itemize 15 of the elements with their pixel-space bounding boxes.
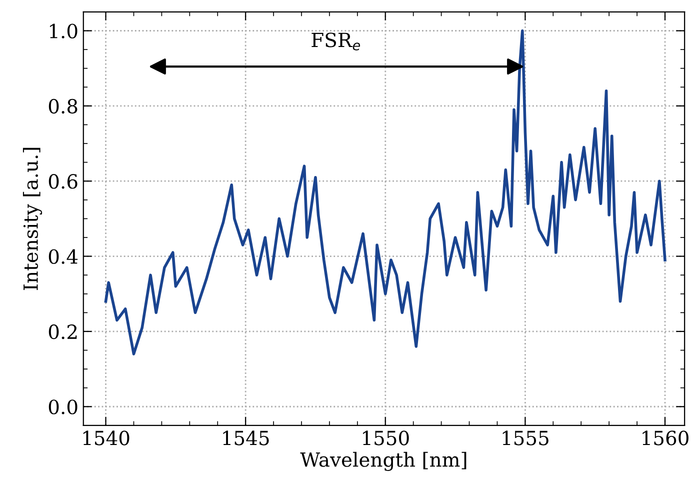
y-tick-label: 1.0 [50,24,78,38]
x-tick-label: 1545 [223,430,269,446]
y-tick-label: 0.2 [48,324,77,340]
y-tick-label: 0.6 [48,174,78,189]
y-tick-label: 0.8 [48,98,78,114]
x-tick-label: 1555 [502,430,548,446]
x-tick-label: 1560 [642,430,688,446]
line-series [104,29,666,356]
y-tick-label: 0.4 [48,249,78,264]
y-axis-title: Intensity [a.u.] [22,148,42,290]
x-tick-label: 1550 [363,430,409,446]
x-tick-label: 1540 [83,430,130,446]
annotation: FSR$_{e}$ [312,32,360,50]
y-tick-label: 0.0 [48,400,78,414]
x-axis-title: Wavelength [nm] [300,452,466,471]
